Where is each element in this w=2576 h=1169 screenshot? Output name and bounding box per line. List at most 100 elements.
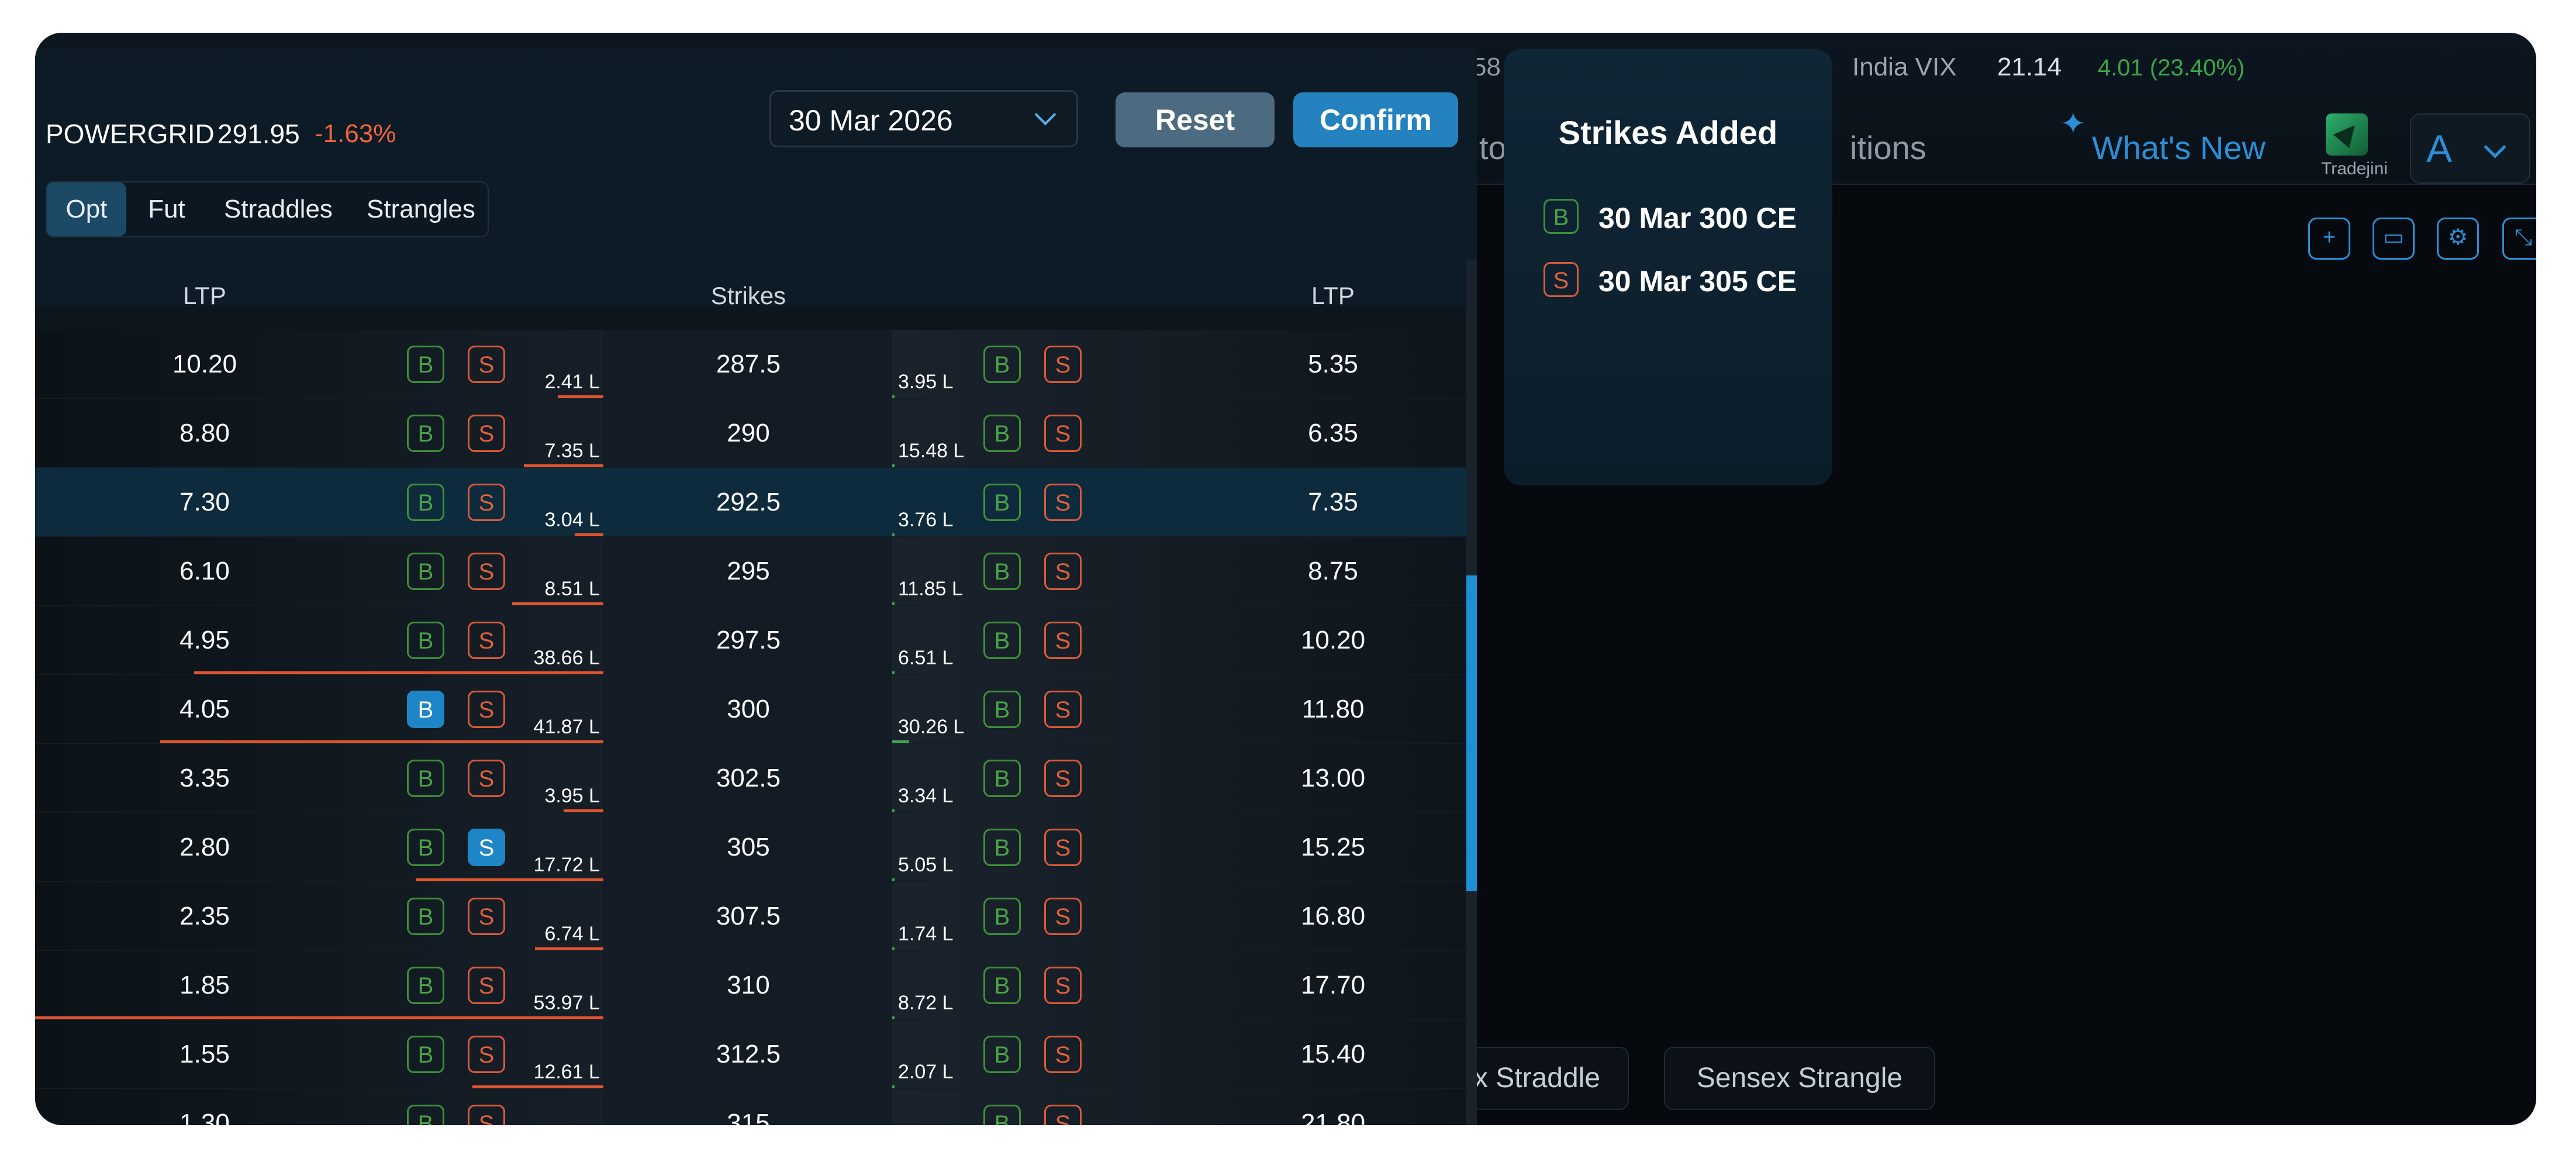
tab-fut[interactable]: Fut — [148, 195, 185, 223]
put-buy-button[interactable]: B — [983, 346, 1021, 383]
table-row[interactable]: 4.05 B S 41.87 L 300 30.26 L B S 11.80 — [35, 675, 1477, 744]
table-row[interactable]: 4.95 B S 38.66 L 297.5 6.51 L B S 10.20 — [35, 606, 1477, 675]
put-sell-button[interactable]: S — [1044, 1105, 1082, 1125]
table-row[interactable]: 2.35 B S 6.74 L 307.5 1.74 L B S 16.80 — [35, 882, 1477, 951]
add-widget-icon[interactable]: + — [2308, 218, 2350, 260]
put-sell-button[interactable]: S — [1044, 415, 1082, 452]
put-oi-bar — [892, 947, 895, 950]
call-buy-button[interactable]: B — [407, 415, 444, 452]
table-row[interactable]: 1.85 B S 53.97 L 310 8.72 L B S 17.70 — [35, 951, 1477, 1020]
expiry-date-select[interactable]: 30 Mar 2026 — [769, 90, 1078, 147]
call-buy-button[interactable]: B — [407, 760, 444, 797]
put-buy-button[interactable]: B — [983, 829, 1021, 866]
call-sell-button[interactable]: S — [468, 415, 505, 452]
call-oi-value: 53.97 L — [533, 992, 600, 1014]
table-row[interactable]: 1.55 B S 12.61 L 312.5 2.07 L B S 15.40 — [35, 1020, 1477, 1089]
strike-price: 300 — [727, 695, 770, 723]
call-sell-button[interactable]: S — [468, 1105, 505, 1125]
call-sell-button[interactable]: S — [468, 829, 505, 866]
collapse-icon[interactable]: ⤡ — [2502, 218, 2536, 260]
put-sell-button[interactable]: S — [1044, 967, 1082, 1004]
put-buy-button[interactable]: B — [983, 1036, 1021, 1073]
folder-icon[interactable]: ▭ — [2373, 218, 2415, 260]
put-side-bg — [892, 744, 1477, 813]
put-buy-button[interactable]: B — [983, 622, 1021, 659]
scrollbar-thumb[interactable] — [1466, 575, 1477, 891]
put-buy-button[interactable]: B — [983, 484, 1021, 521]
strikes-added-panel: Strikes Added B 30 Mar 300 CE S 30 Mar 3… — [1504, 49, 1832, 485]
put-buy-button[interactable]: B — [983, 691, 1021, 728]
call-sell-button[interactable]: S — [468, 691, 505, 728]
sell-tag: S — [1543, 262, 1579, 297]
strike-price: 290 — [727, 419, 770, 447]
call-buy-button[interactable]: B — [407, 1105, 444, 1125]
table-row[interactable]: 6.10 B S 8.51 L 295 11.85 L B S 8.75 — [35, 537, 1477, 606]
put-buy-button[interactable]: B — [983, 898, 1021, 935]
call-buy-button[interactable]: B — [407, 829, 444, 866]
put-side-bg — [892, 675, 1477, 744]
nav-tab-partial[interactable]: to — [1479, 129, 1507, 166]
strike-cell-bg — [603, 1089, 892, 1125]
call-sell-button[interactable]: S — [468, 898, 505, 935]
put-ltp: 8.75 — [1308, 557, 1358, 585]
put-sell-button[interactable]: S — [1044, 346, 1082, 383]
call-sell-button[interactable]: S — [468, 346, 505, 383]
put-buy-button[interactable]: B — [983, 1105, 1021, 1125]
call-sell-button[interactable]: S — [468, 622, 505, 659]
table-row[interactable]: 1.30BS23.99 L3152.26 LBS21.80 — [35, 1089, 1477, 1125]
table-row[interactable]: 3.35 B S 3.95 L 302.5 3.34 L B S 13.00 — [35, 744, 1477, 813]
chevron-down-icon — [1034, 104, 1056, 126]
confirm-button[interactable]: Confirm — [1293, 92, 1458, 147]
strike-added-label: 30 Mar 305 CE — [1598, 265, 1797, 298]
row-divider — [35, 1019, 1477, 1020]
put-oi-bar — [892, 809, 895, 812]
table-row[interactable]: 7.30 B S 3.04 L 292.5 3.76 L B S 7.35 — [35, 468, 1477, 537]
table-row[interactable]: 2.80 B S 17.72 L 305 5.05 L B S 15.25 — [35, 813, 1477, 882]
strike-cell-bg — [603, 330, 892, 399]
strikes-header: Strikes — [710, 282, 786, 309]
nav-tab-positions-partial[interactable]: itions — [1850, 129, 1926, 166]
reset-button[interactable]: Reset — [1116, 92, 1275, 147]
account-menu-button[interactable]: A — [2410, 113, 2530, 184]
table-row[interactable]: 8.80 B S 7.35 L 290 15.48 L B S 6.35 — [35, 399, 1477, 468]
put-sell-button[interactable]: S — [1044, 622, 1082, 659]
call-sell-button[interactable]: S — [468, 760, 505, 797]
call-buy-button[interactable]: B — [407, 346, 444, 383]
tab-opt[interactable]: Opt — [47, 182, 126, 236]
call-oi-value: 12.61 L — [533, 1061, 600, 1083]
put-buy-button[interactable]: B — [983, 415, 1021, 452]
row-divider — [35, 812, 1477, 813]
call-buy-button[interactable]: B — [407, 622, 444, 659]
call-buy-button[interactable]: B — [407, 1036, 444, 1073]
tab-strangles[interactable]: Strangles — [367, 195, 475, 223]
strike-price: 307.5 — [716, 902, 781, 930]
call-buy-button[interactable]: B — [407, 967, 444, 1004]
chip-sensex-strangle[interactable]: Sensex Strangle — [1664, 1047, 1935, 1110]
put-ltp: 7.35 — [1308, 488, 1358, 516]
put-buy-button[interactable]: B — [983, 967, 1021, 1004]
settings-gear-icon[interactable]: ⚙ — [2437, 218, 2479, 260]
call-sell-button[interactable]: S — [468, 967, 505, 1004]
whats-new-link[interactable]: What's New — [2092, 129, 2266, 166]
call-buy-button[interactable]: B — [407, 484, 444, 521]
put-sell-button[interactable]: S — [1044, 760, 1082, 797]
call-sell-button[interactable]: S — [468, 484, 505, 521]
table-row[interactable]: 10.20 B S 2.41 L 287.5 3.95 L B S 5.35 — [35, 330, 1477, 399]
put-sell-button[interactable]: S — [1044, 553, 1082, 590]
put-buy-button[interactable]: B — [983, 760, 1021, 797]
call-buy-button[interactable]: B — [407, 691, 444, 728]
put-sell-button[interactable]: S — [1044, 1036, 1082, 1073]
call-buy-button[interactable]: B — [407, 553, 444, 590]
call-oi-bar — [35, 1016, 603, 1019]
call-buy-button[interactable]: B — [407, 898, 444, 935]
call-sell-button[interactable]: S — [468, 553, 505, 590]
put-oi-value: 30.26 L — [898, 716, 965, 738]
put-buy-button[interactable]: B — [983, 553, 1021, 590]
call-sell-button[interactable]: S — [468, 1036, 505, 1073]
call-oi-bar — [564, 809, 603, 812]
put-sell-button[interactable]: S — [1044, 484, 1082, 521]
put-sell-button[interactable]: S — [1044, 829, 1082, 866]
tab-straddles[interactable]: Straddles — [224, 195, 333, 223]
put-sell-button[interactable]: S — [1044, 898, 1082, 935]
put-sell-button[interactable]: S — [1044, 691, 1082, 728]
